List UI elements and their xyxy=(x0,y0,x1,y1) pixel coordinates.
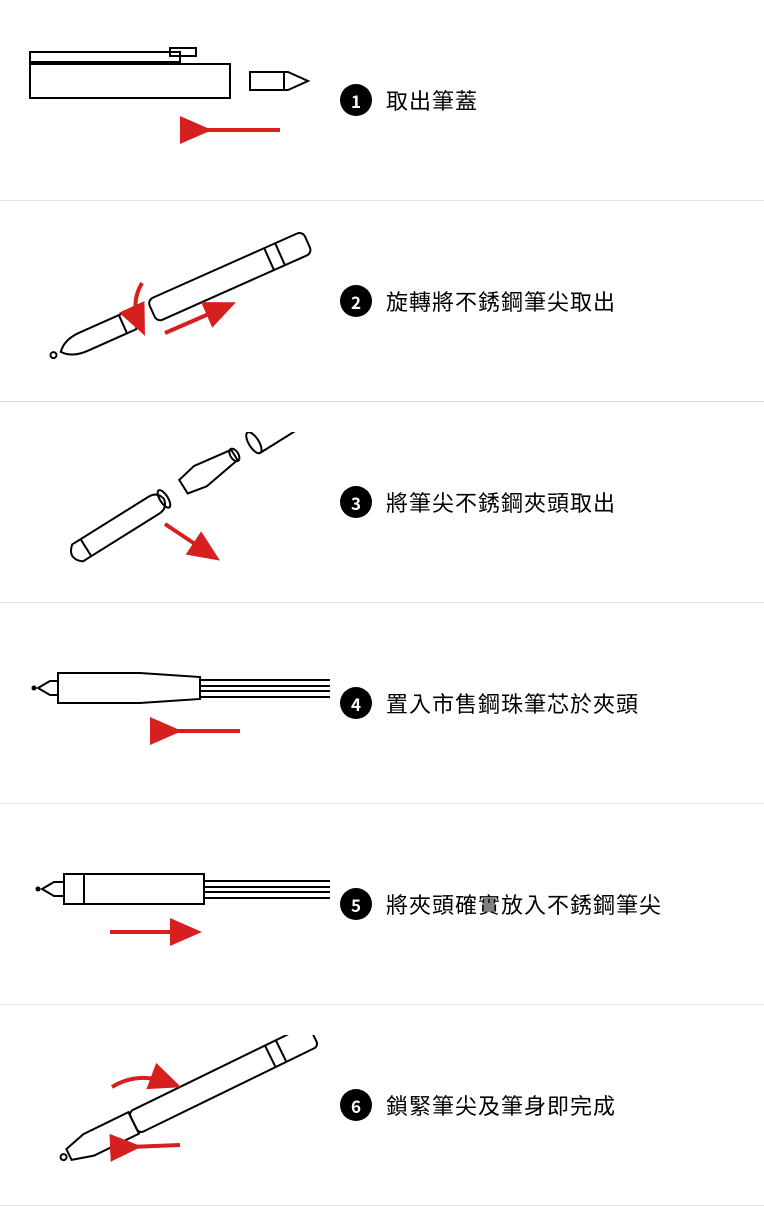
step-6-row: 6 鎖緊筆尖及筆身即完成 xyxy=(0,1005,764,1206)
step-5-illustration xyxy=(20,834,330,974)
step-1-text: 1 取出筆蓋 xyxy=(330,84,744,116)
step-4-row: 4 置入市售鋼珠筆芯於夾頭 xyxy=(0,603,764,804)
step-2-row: 2 旋轉將不銹鋼筆尖取出 xyxy=(0,201,764,402)
step-4-label: 置入市售鋼珠筆芯於夾頭 xyxy=(386,687,639,719)
step-3-label: 將筆尖不銹鋼夾頭取出 xyxy=(386,486,616,518)
step-3-text: 3 將筆尖不銹鋼夾頭取出 xyxy=(330,486,744,518)
step-3-row: 3 將筆尖不銹鋼夾頭取出 xyxy=(0,402,764,603)
step-6-illustration xyxy=(20,1035,330,1175)
step-1-badge: 1 xyxy=(340,84,372,116)
step-5-badge: 5 xyxy=(340,888,372,920)
step-4-badge: 4 xyxy=(340,687,372,719)
step-6-text: 6 鎖緊筆尖及筆身即完成 xyxy=(330,1089,744,1121)
step-5-label: 將夾頭確實放入不銹鋼筆尖 xyxy=(386,888,662,920)
step-2-illustration xyxy=(20,231,330,371)
step-5-text: 5 將夾頭確實放入不銹鋼筆尖 xyxy=(330,888,744,920)
step-4-text: 4 置入市售鋼珠筆芯於夾頭 xyxy=(330,687,744,719)
step-6-label: 鎖緊筆尖及筆身即完成 xyxy=(386,1089,616,1121)
step-5-row: 5 將夾頭確實放入不銹鋼筆尖 xyxy=(0,804,764,1005)
step-3-badge: 3 xyxy=(340,486,372,518)
step-1-illustration xyxy=(20,30,330,170)
step-2-text: 2 旋轉將不銹鋼筆尖取出 xyxy=(330,285,744,317)
step-2-badge: 2 xyxy=(340,285,372,317)
step-6-badge: 6 xyxy=(340,1089,372,1121)
step-1-row: 1 取出筆蓋 xyxy=(0,0,764,201)
step-1-label: 取出筆蓋 xyxy=(386,84,478,116)
step-2-label: 旋轉將不銹鋼筆尖取出 xyxy=(386,285,616,317)
step-3-illustration xyxy=(20,432,330,572)
step-4-illustration xyxy=(20,633,330,773)
